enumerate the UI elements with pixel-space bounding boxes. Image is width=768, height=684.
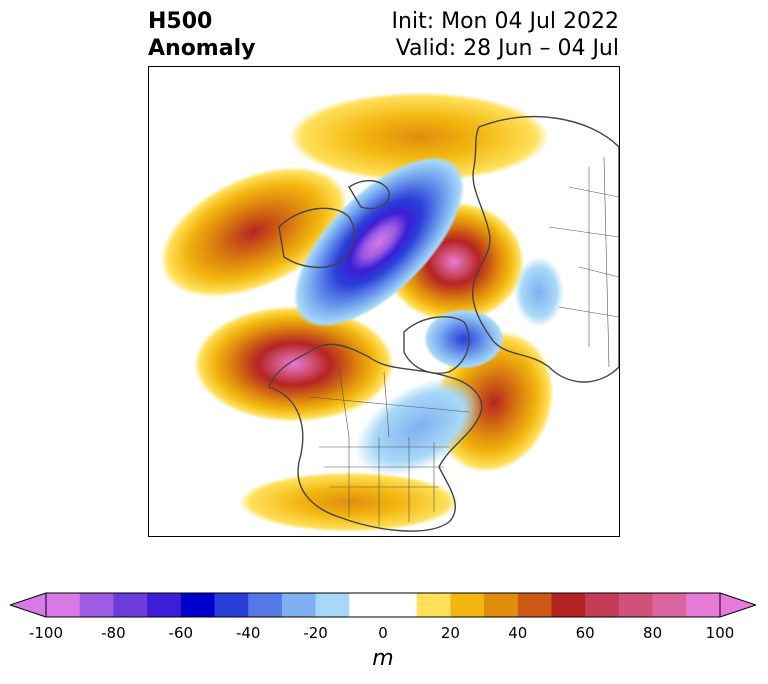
colorbar-segment: [315, 593, 350, 617]
valid-range: Valid: 28 Jun – 04 Jul: [395, 36, 619, 61]
colorbar-segment: [416, 593, 451, 617]
colorbar-outline: [45, 592, 721, 618]
positive-anomaly-arctic-ridge: [289, 92, 549, 182]
colorbar-tick-label: -80: [101, 624, 126, 642]
title-field: Anomaly: [148, 36, 256, 61]
colorbar-tick-label: 80: [643, 624, 663, 642]
colorbar-unit: m: [372, 646, 394, 671]
title-right: Init: Mon 04 Jul 2022 Valid: 28 Jun – 04…: [392, 8, 619, 62]
colorbar-tick-label: -20: [303, 624, 328, 642]
anomaly-map-svg: [160, 92, 619, 532]
anomaly-map: [148, 66, 620, 537]
colorbar-extend-low: [10, 593, 46, 617]
colorbar-outline-ends: [10, 592, 47, 618]
colorbar-segment: [686, 593, 721, 617]
colorbar-segment: [79, 593, 114, 617]
arctic-islands: [348, 180, 390, 210]
negative-anomaly-eastern-canada: [355, 377, 483, 477]
negative-anomaly-greenland: [424, 309, 504, 369]
colorbar-segments: [46, 593, 721, 617]
title-variable: H500: [148, 9, 213, 34]
colorbar-segment: [248, 593, 283, 617]
colorbar-tick-label: -60: [168, 624, 194, 642]
coastline-layer: [268, 115, 619, 532]
border-layer: [308, 156, 619, 527]
colorbar-segment: [484, 593, 519, 617]
colorbar-tick-label: -40: [235, 624, 261, 642]
colorbar-tick-label: -100: [28, 624, 64, 642]
colorbar: [10, 592, 756, 618]
colorbar-tick-label: 20: [440, 624, 460, 642]
canada-province-lines: [308, 366, 470, 438]
colorbar-segment: [180, 593, 215, 617]
colorbar-segment: [113, 593, 148, 617]
colorbar-tick-label: 40: [508, 624, 528, 642]
colorbar-segment: [551, 593, 586, 617]
colorbar-tick-label: 60: [575, 624, 595, 642]
negative-anomaly-arctic: [293, 156, 465, 328]
colorbar-segment: [450, 593, 485, 617]
colorbar-segment: [618, 593, 654, 617]
title-left: H500 Anomaly: [148, 8, 255, 62]
colorbar-segment: [281, 593, 317, 617]
colorbar-segment: [517, 593, 552, 617]
colorbar-segment: [585, 593, 620, 617]
colorbar-segment: [383, 593, 418, 617]
eurasia-coast: [472, 115, 619, 383]
colorbar-segment: [214, 593, 249, 617]
colorbar-extend-high: [720, 593, 756, 617]
colorbar-tick-label: 100: [705, 624, 735, 642]
colorbar-segment: [349, 593, 384, 617]
colorbar-segment: [46, 593, 81, 617]
anomaly-fill-layer: [160, 92, 564, 532]
europe-country-lines: [548, 156, 619, 368]
colorbar-tick-label: 0: [378, 624, 388, 642]
colorbar-segment: [147, 593, 182, 617]
init-date: Init: Mon 04 Jul 2022: [391, 9, 619, 34]
greenland-coast: [403, 316, 470, 374]
north-america-coast: [268, 343, 483, 532]
colorbar-segment: [652, 593, 687, 617]
us-state-lines: [319, 437, 449, 527]
colorbar-outline-right: [719, 592, 756, 618]
alaska-coast: [278, 207, 355, 269]
negative-anomaly-siberia: [514, 257, 564, 327]
positive-anomaly-western-canada: [194, 306, 394, 422]
